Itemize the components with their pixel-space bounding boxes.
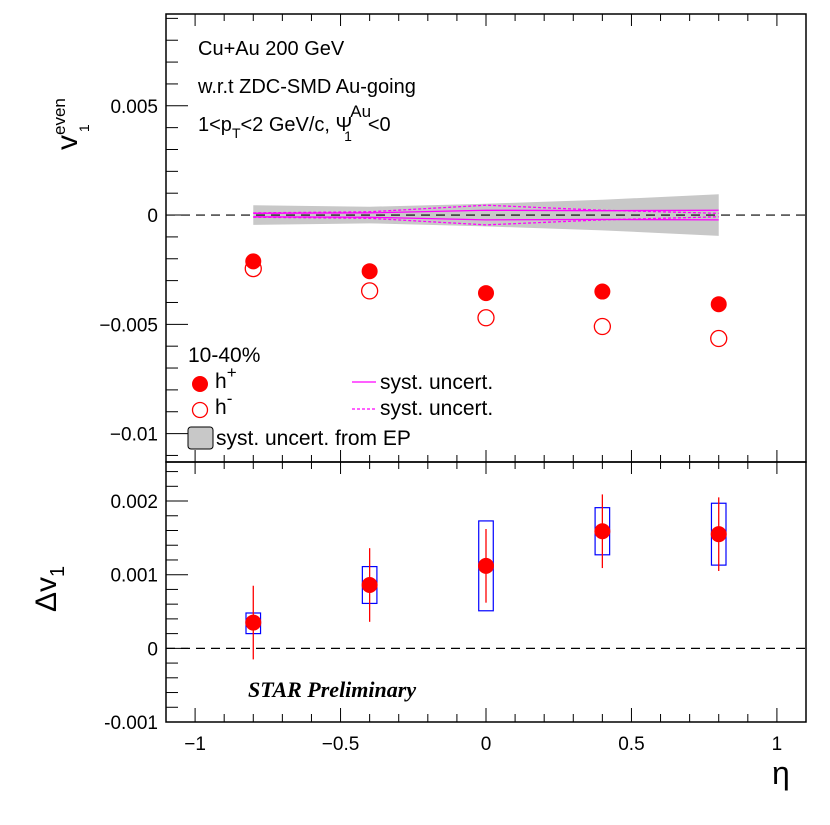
legend-syst-dashed-label: syst. uncert. <box>380 397 493 420</box>
hplus-point <box>710 296 727 313</box>
x-tick-label: −0.5 <box>322 734 360 755</box>
annotation-collision: Cu+Au 200 GeV <box>198 38 345 60</box>
top-y-label-sub: 1 <box>76 124 92 132</box>
top-y-label-sup: even <box>50 98 69 135</box>
annotation-cut-a: 1<p <box>198 114 232 136</box>
syst-solid-band-edge <box>253 209 719 214</box>
delta-v1-point <box>245 614 262 631</box>
legend-hminus-base: h <box>215 396 227 419</box>
bottom-y-tick-label: -0.001 <box>104 713 158 734</box>
bottom-y-tick-label: 0.001 <box>110 566 158 587</box>
top-y-tick-label: 0.005 <box>110 97 158 118</box>
syst-dashed-band-edge <box>253 216 719 226</box>
top-y-label-base: v <box>51 135 84 150</box>
hplus-point <box>245 253 262 270</box>
hplus-point <box>594 283 611 300</box>
legend-syst-solid-label: syst. uncert. <box>380 371 493 394</box>
x-tick-label: 0 <box>481 734 492 755</box>
bottom-y-label-sub: 1 <box>47 566 69 577</box>
legend-hplus-sup: + <box>227 363 237 382</box>
syst-dashed-band-edge <box>253 204 719 214</box>
annotation-cut-c: <0 <box>368 114 391 136</box>
hplus-point <box>478 285 494 302</box>
legend-syst-ep-label: syst. uncert. from EP <box>216 427 411 450</box>
legend: 10-40% h+ h- syst. uncert. syst. uncert.… <box>187 344 493 450</box>
hminus-point <box>477 309 495 327</box>
legend-hminus-label: h- <box>215 389 232 419</box>
hminus-point <box>710 329 728 348</box>
annotation-cut-b-sup: Au <box>350 102 371 121</box>
annotation-cut-b-sub: 1 <box>344 128 352 144</box>
top-y-tick-label: −0.005 <box>99 315 158 336</box>
legend-centrality: 10-40% <box>188 344 260 367</box>
legend-hminus-marker <box>191 401 209 419</box>
top-y-axis-label: veven 1 <box>50 98 92 150</box>
bottom-y-tick-label: 0.002 <box>110 492 158 513</box>
top-y-tick-label: 0 <box>147 206 158 227</box>
x-tick-label: −1 <box>184 734 206 755</box>
legend-hplus-label: h+ <box>215 363 237 393</box>
legend-hplus-base: h <box>215 370 227 393</box>
delta-v1-point <box>361 577 378 594</box>
hplus-point <box>361 263 378 280</box>
bottom-y-tick-label: 0 <box>147 639 158 660</box>
star-preliminary-watermark: STAR Preliminary <box>248 677 416 702</box>
delta-v1-point <box>594 523 611 540</box>
delta-v1-point <box>710 526 727 543</box>
hminus-point <box>244 259 262 278</box>
legend-hminus-sup: - <box>227 389 233 408</box>
hminus-point <box>593 317 612 336</box>
delta-v1-point <box>478 557 494 574</box>
x-tick-label: 1 <box>772 734 783 755</box>
syst-solid-band-edge <box>253 216 719 221</box>
bottom-y-axis-label: Δv1 <box>30 566 69 612</box>
hminus-point <box>360 282 379 300</box>
x-tick-label: 0.5 <box>618 734 644 755</box>
top-y-tick-label: −0.01 <box>110 425 158 446</box>
legend-hplus-marker <box>192 376 208 392</box>
x-axis-label: η <box>772 755 790 791</box>
annotation-kinematic-cut: 1<pT<2 GeV/c, ΨAu 1 <0 <box>198 102 391 144</box>
bottom-y-label-base: Δv <box>30 577 63 612</box>
annotation-cut-a-sub: T <box>232 125 241 141</box>
legend-syst-ep-box <box>187 426 214 450</box>
annotation-reference-plane: w.r.t ZDC-SMD Au-going <box>197 76 416 98</box>
annotation-cut-b: <2 GeV/c, Ψ <box>241 114 353 136</box>
